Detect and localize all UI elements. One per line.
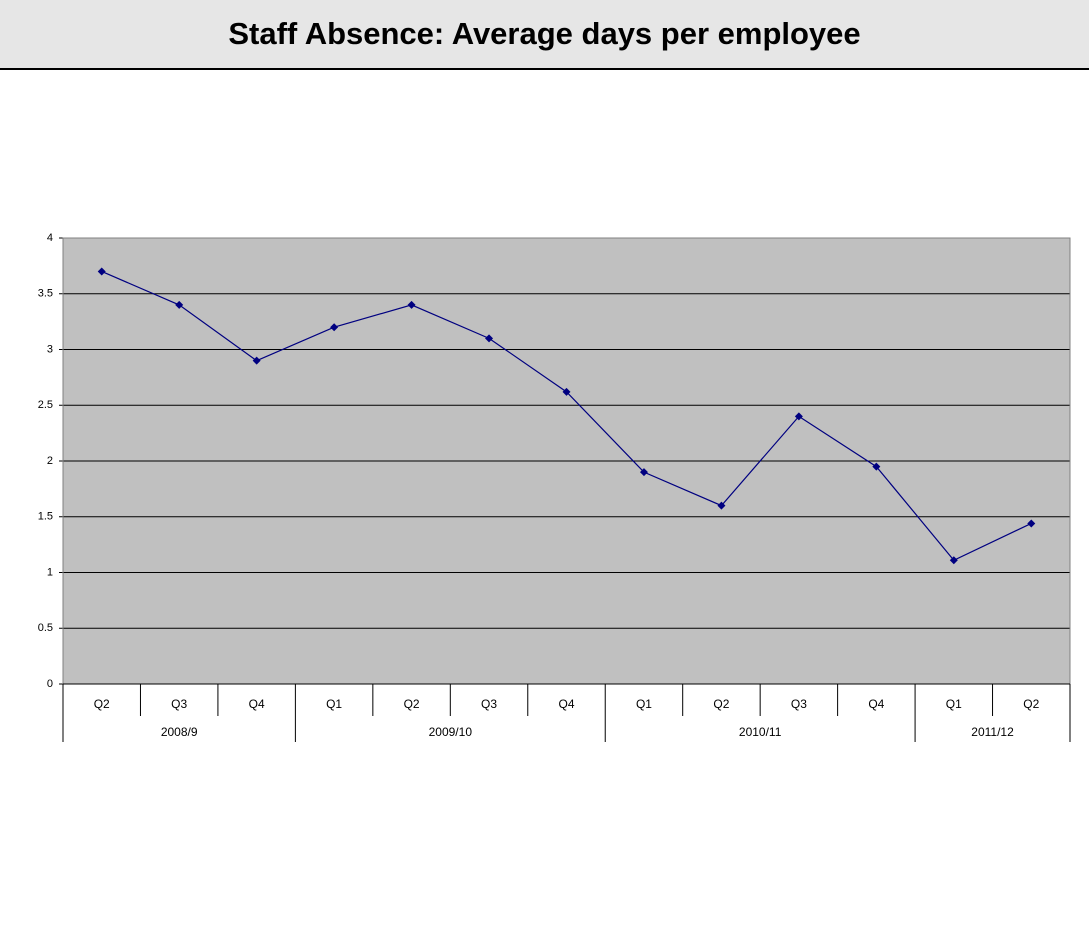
x-tick-label: Q1 bbox=[326, 697, 342, 711]
marker bbox=[485, 334, 494, 343]
x-tick-label: Q3 bbox=[171, 697, 187, 711]
title-bar: Staff Absence: Average days per employee bbox=[0, 0, 1089, 70]
y-tick-label: 1 bbox=[47, 566, 53, 578]
marker bbox=[1027, 519, 1036, 528]
marker bbox=[949, 556, 958, 565]
marker bbox=[872, 462, 881, 471]
chart-title: Staff Absence: Average days per employee bbox=[228, 16, 861, 51]
x-tick-label: Q3 bbox=[481, 697, 497, 711]
group-label: 2009/10 bbox=[429, 725, 473, 739]
marker bbox=[330, 323, 339, 332]
marker bbox=[252, 356, 261, 365]
x-tick-label: Q2 bbox=[1023, 697, 1039, 711]
x-tick-label: Q1 bbox=[946, 697, 962, 711]
x-tick-label: Q4 bbox=[249, 697, 265, 711]
marker bbox=[562, 387, 571, 396]
marker bbox=[639, 468, 648, 477]
x-tick-label: Q2 bbox=[404, 697, 420, 711]
x-tick-label: Q1 bbox=[636, 697, 652, 711]
group-label: 2010/11 bbox=[739, 725, 782, 739]
group-label: 2011/12 bbox=[971, 725, 1014, 739]
marker bbox=[175, 300, 184, 309]
x-tick-label: Q4 bbox=[868, 697, 884, 711]
marker bbox=[97, 267, 106, 276]
marker bbox=[407, 300, 416, 309]
y-tick-label: 2 bbox=[47, 455, 53, 467]
y-tick-label: 3 bbox=[47, 343, 53, 355]
marker bbox=[717, 501, 726, 510]
y-tick-label: 2.5 bbox=[38, 399, 53, 411]
x-tick-label: Q2 bbox=[94, 697, 110, 711]
x-tick-label: Q3 bbox=[791, 697, 807, 711]
group-label: 2008/9 bbox=[161, 725, 198, 739]
y-tick-label: 0 bbox=[47, 678, 53, 690]
y-tick-label: 3.5 bbox=[38, 288, 53, 300]
y-tick-label: 4 bbox=[47, 232, 53, 244]
x-tick-label: Q2 bbox=[713, 697, 729, 711]
y-tick-label: 1.5 bbox=[38, 511, 53, 523]
x-tick-label: Q4 bbox=[558, 697, 574, 711]
marker bbox=[794, 412, 803, 421]
y-tick-label: 0.5 bbox=[38, 622, 53, 634]
